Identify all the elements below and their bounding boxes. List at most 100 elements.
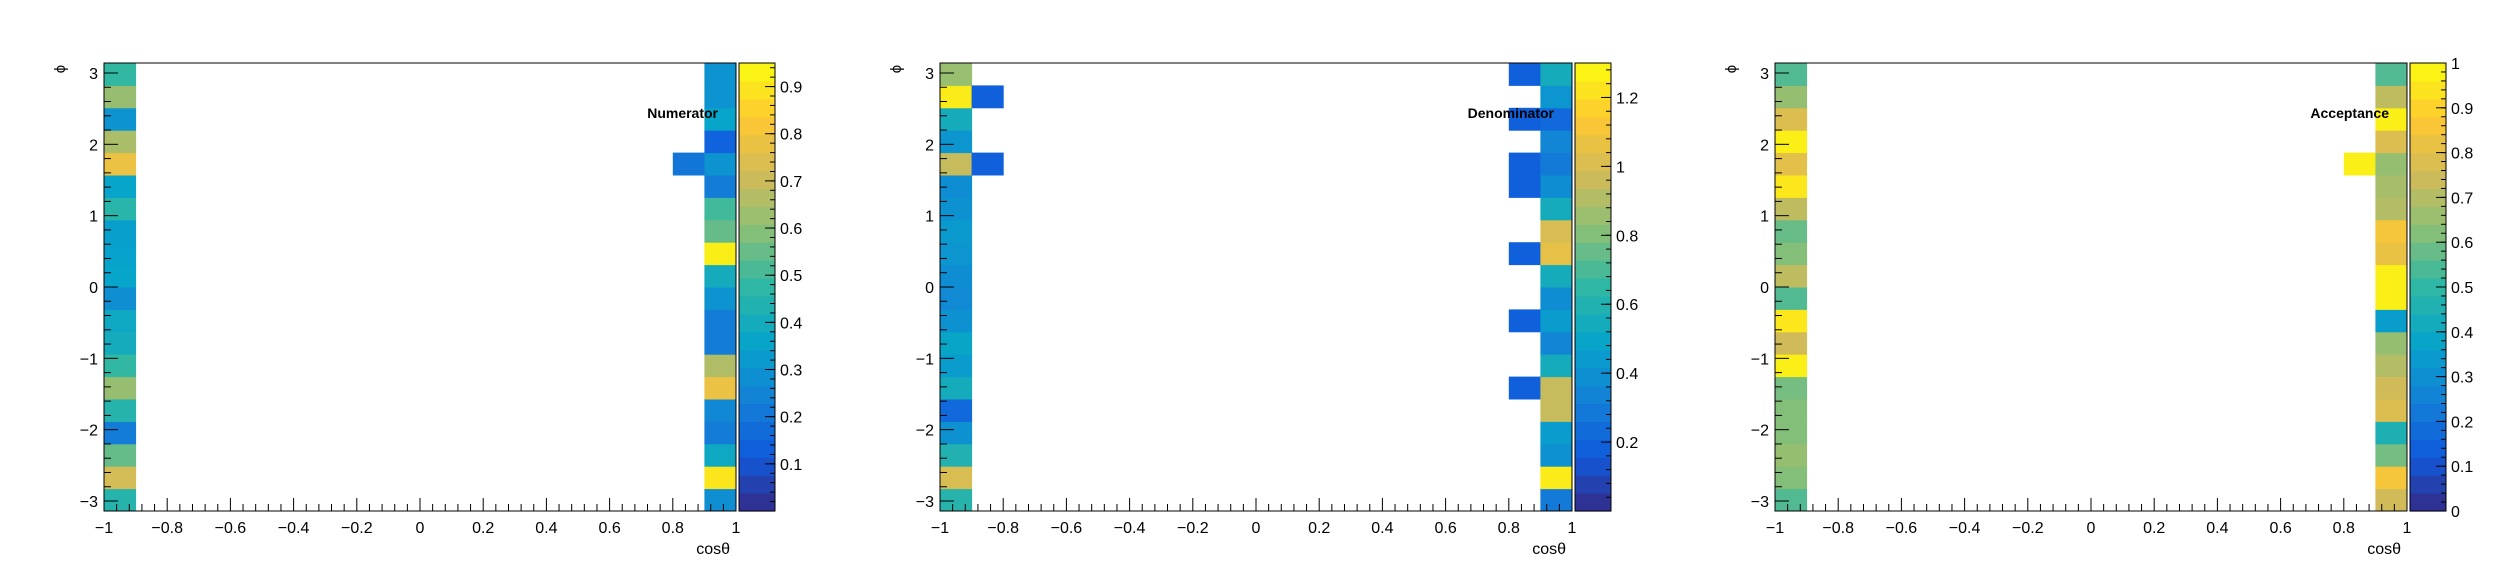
x-tick-label: −0.4 xyxy=(1949,520,1981,537)
heatmap-cell xyxy=(2375,219,2408,243)
palette-band xyxy=(2410,188,2446,207)
heatmap-cell xyxy=(1775,488,1808,512)
heatmap-cell xyxy=(1540,264,1573,288)
palette-band xyxy=(739,493,775,512)
heatmap-cell xyxy=(2375,264,2408,288)
palette-tick-label: 0.4 xyxy=(2451,325,2473,342)
palette-band xyxy=(2410,439,2446,458)
palette-band xyxy=(2410,63,2446,82)
heatmap-cell xyxy=(104,331,137,355)
palette-band xyxy=(739,385,775,405)
heatmap-cell xyxy=(940,130,973,154)
palette-band xyxy=(739,331,775,351)
palette-tick-label: 0.8 xyxy=(780,127,802,144)
heatmap-cell xyxy=(940,331,973,355)
heatmap-cell xyxy=(2375,197,2408,221)
palette-band xyxy=(1575,206,1611,225)
heatmap-cell xyxy=(1540,152,1573,176)
x-tick-label: 0.6 xyxy=(2269,520,2291,537)
heatmap-cell xyxy=(1775,421,1808,445)
heatmap-cell xyxy=(1540,443,1573,467)
heatmap-cell xyxy=(104,152,137,176)
heatmap-panel: −1 −0.8 −0.6 −0.4 −0.2 0 0.2 0.4 0.6 0.8 1 −3 −2 −1 0 1… xyxy=(52,62,802,558)
heatmap-cell xyxy=(1775,85,1808,109)
heatmap-cell xyxy=(1775,309,1808,333)
x-tick-label: −0.4 xyxy=(1114,520,1146,537)
palette-tick-label: 0.1 xyxy=(780,457,802,474)
heatmap-cell xyxy=(940,376,973,400)
palette-band xyxy=(1575,313,1611,333)
palette-band xyxy=(739,313,775,333)
y-tick-label: 2 xyxy=(1760,137,1769,154)
heatmap-cell xyxy=(704,85,737,109)
palette-band xyxy=(2410,331,2446,351)
x-tick-label: 0.4 xyxy=(1371,520,1393,537)
palette-band xyxy=(1575,260,1611,279)
palette-band xyxy=(2410,80,2446,100)
y-tick-label: −1 xyxy=(1751,351,1769,368)
palette-tick-label: 0.2 xyxy=(1616,435,1638,452)
palette-band xyxy=(1575,116,1611,136)
y-tick-label: 0 xyxy=(1760,280,1769,297)
heatmap-cell xyxy=(2375,63,2408,86)
heatmap-cell xyxy=(940,399,973,422)
heatmap-cell xyxy=(2375,107,2408,131)
heatmap-cell xyxy=(104,242,137,266)
palette-band xyxy=(2410,170,2446,190)
x-tick-label: −0.2 xyxy=(2012,520,2044,537)
x-tick-label: −0.6 xyxy=(1886,520,1918,537)
heatmap-cell xyxy=(704,242,737,266)
heatmap-cell xyxy=(940,287,973,310)
heatmap-cell xyxy=(940,63,973,86)
heatmap-cell xyxy=(1775,197,1808,221)
heatmap-cell xyxy=(104,309,137,333)
heatmap-cell xyxy=(2375,130,2408,154)
palette-tick-label: 0.8 xyxy=(1616,228,1638,245)
heatmap-cell xyxy=(940,421,973,445)
palette-frame xyxy=(738,62,776,512)
palette-band xyxy=(2410,475,2446,494)
heatmap-cell xyxy=(1540,242,1573,266)
x-tick-label: −0.2 xyxy=(341,520,373,537)
palette-band xyxy=(2410,206,2446,225)
x-tick-label: 0 xyxy=(416,520,425,537)
heatmap-cell xyxy=(104,264,137,288)
y-tick-label: 1 xyxy=(925,209,934,226)
heatmap-cell xyxy=(1775,287,1808,310)
heatmap-cell xyxy=(1775,152,1808,176)
palette-band xyxy=(1575,224,1611,243)
heatmap-cell xyxy=(1540,354,1573,378)
palette-tick-label: 1.2 xyxy=(1616,90,1638,107)
y-tick-label: −3 xyxy=(80,494,98,511)
heatmap-cell xyxy=(971,152,1004,176)
heatmap-cell xyxy=(1508,63,1541,86)
palette-band xyxy=(739,63,775,82)
heatmap-cell xyxy=(1775,376,1808,400)
x-tick-label: 0.4 xyxy=(2206,520,2228,537)
palette-band xyxy=(2410,349,2446,369)
heatmap-cell xyxy=(940,152,973,176)
x-tick-label: 1 xyxy=(1568,520,1577,537)
palette-frame xyxy=(1574,62,1612,512)
x-tick-label: 0.2 xyxy=(2143,520,2165,537)
heatmap-cell xyxy=(704,399,737,422)
heatmap-cell xyxy=(1540,421,1573,445)
palette-band xyxy=(1575,403,1611,422)
heatmap-cell xyxy=(1508,376,1541,400)
heatmap-cell xyxy=(104,219,137,243)
heatmap-cell xyxy=(2375,443,2408,467)
palette-band xyxy=(1575,439,1611,458)
heatmap-cell xyxy=(2375,309,2408,333)
heatmap-cell xyxy=(704,443,737,467)
heatmap-cell xyxy=(704,331,737,355)
heatmap-cell xyxy=(104,130,137,154)
heatmap-cell xyxy=(1775,399,1808,422)
palette-band xyxy=(739,98,775,118)
x-tick-label: 0.8 xyxy=(662,520,684,537)
x-tick-label: 0 xyxy=(1252,520,1261,537)
heatmap-cell xyxy=(1540,175,1573,198)
palette-band xyxy=(2410,385,2446,405)
palette-band xyxy=(2410,493,2446,512)
palette-tick-label: 0.6 xyxy=(2451,235,2473,252)
palette-band xyxy=(1575,295,1611,315)
